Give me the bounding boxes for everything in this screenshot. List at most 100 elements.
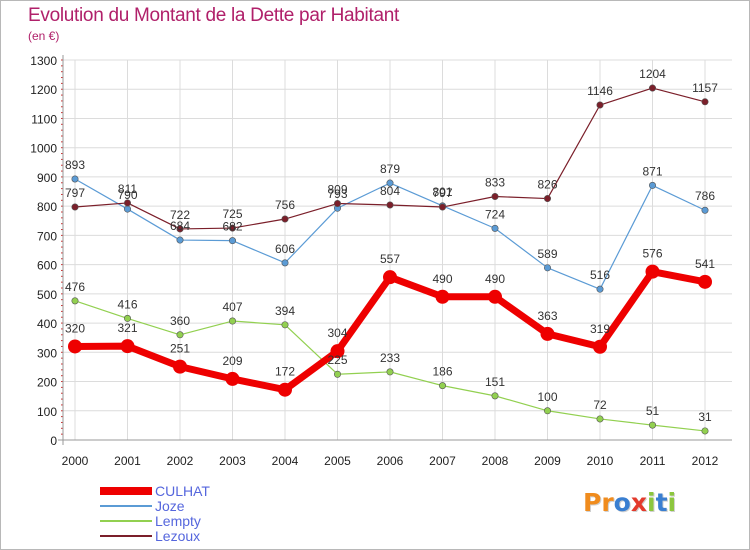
data-point-lezoux — [648, 84, 656, 92]
data-label-joze: 790 — [117, 188, 137, 202]
data-label-lempty: 72 — [593, 398, 607, 412]
data-label-culhat: 363 — [537, 309, 557, 323]
y-tick-label: 400 — [37, 317, 57, 331]
data-label-joze: 801 — [432, 185, 452, 199]
data-label-lempty: 416 — [117, 297, 137, 311]
data-point-lempty — [491, 392, 499, 400]
data-point-lezoux — [124, 199, 132, 207]
x-tick-label: 2009 — [534, 454, 561, 468]
data-label-lempty: 31 — [698, 410, 712, 424]
data-label-joze: 879 — [380, 162, 400, 176]
data-label-lempty: 394 — [275, 304, 295, 318]
data-point-joze — [229, 237, 237, 245]
y-tick-label: 1100 — [31, 112, 57, 126]
chart-title: Evolution du Montant de la Dette par Hab… — [28, 5, 399, 26]
data-point-lempty — [281, 321, 289, 329]
data-point-lempty — [596, 415, 604, 423]
legend-item-lezoux: Lezoux — [100, 528, 300, 544]
x-tick-label: 2006 — [377, 454, 404, 468]
x-tick-label: 2002 — [167, 454, 194, 468]
data-point-lempty — [333, 370, 341, 378]
logo-letter: i — [667, 488, 677, 517]
data-label-joze: 682 — [222, 220, 242, 234]
data-label-culhat: 320 — [65, 321, 85, 335]
x-tick-label: 2011 — [640, 454, 666, 468]
data-point-lezoux — [491, 193, 499, 201]
data-point-lezoux — [438, 203, 446, 211]
data-label-lempty: 151 — [485, 375, 505, 389]
logo-letter: P — [583, 488, 602, 517]
logo-letter: o — [613, 488, 631, 517]
y-tick-label: 100 — [37, 405, 57, 419]
data-point-culhat — [645, 264, 660, 279]
data-label-culhat: 490 — [432, 272, 452, 286]
data-label-lempty: 100 — [537, 390, 557, 404]
x-tick-label: 2008 — [482, 454, 509, 468]
y-tick-label: 200 — [37, 376, 57, 390]
data-point-lezoux — [386, 201, 394, 209]
data-label-culhat: 321 — [117, 321, 137, 335]
data-label-lempty: 407 — [222, 300, 242, 314]
data-label-joze: 724 — [485, 207, 505, 221]
data-label-culhat: 576 — [642, 247, 662, 261]
data-point-culhat — [698, 274, 712, 289]
data-label-lezoux: 722 — [170, 208, 190, 222]
logo-letter: x — [630, 488, 647, 517]
logo-letter: r — [601, 488, 614, 517]
legend-label: Lezoux — [155, 528, 201, 544]
x-tick-label: 2000 — [62, 454, 89, 468]
data-point-joze — [543, 264, 551, 272]
legend-item-lempty: Lempty — [100, 513, 300, 529]
data-label-lezoux: 797 — [65, 186, 85, 200]
data-label-joze: 516 — [590, 268, 610, 282]
data-label-joze: 606 — [275, 242, 295, 256]
data-point-joze — [491, 224, 499, 232]
data-point-culhat — [173, 359, 187, 374]
data-label-lempty: 476 — [65, 280, 85, 294]
data-label-culhat: 490 — [485, 272, 505, 286]
data-point-joze — [281, 259, 289, 267]
data-point-culhat — [278, 382, 292, 397]
data-label-lezoux: 809 — [327, 183, 347, 197]
x-tick-label: 2004 — [272, 454, 299, 468]
data-label-culhat: 557 — [380, 252, 400, 266]
data-point-joze — [71, 175, 79, 183]
y-tick-label: 500 — [37, 288, 57, 302]
logo-letter: i — [647, 488, 656, 517]
data-point-culhat — [593, 339, 607, 354]
y-tick-label: 600 — [37, 259, 57, 273]
data-point-lezoux — [701, 98, 709, 106]
data-label-joze: 684 — [170, 219, 190, 233]
data-point-lempty — [176, 331, 184, 339]
x-tick-label: 2001 — [114, 454, 141, 468]
legend-swatch — [100, 487, 152, 495]
y-tick-label: 0 — [50, 434, 57, 448]
data-label-lempty: 360 — [170, 314, 190, 328]
data-label-lempty: 186 — [432, 365, 452, 379]
data-point-lezoux — [596, 101, 604, 109]
data-point-joze — [648, 181, 656, 189]
data-point-lezoux — [543, 195, 551, 203]
data-point-culhat — [435, 289, 450, 304]
data-label-lempty: 233 — [380, 351, 400, 365]
y-tick-label: 900 — [37, 171, 57, 185]
legend-label: Joze — [155, 498, 185, 514]
x-tick-label: 2012 — [692, 454, 719, 468]
data-point-lempty — [71, 297, 79, 305]
data-point-joze — [596, 285, 604, 293]
data-label-culhat: 172 — [275, 365, 295, 379]
data-label-culhat: 541 — [695, 257, 715, 271]
logo-letter: t — [655, 488, 668, 517]
x-tick-label: 2010 — [587, 454, 614, 468]
legend-item-culhat: CULHAT — [100, 483, 300, 499]
data-point-joze — [701, 206, 709, 214]
data-label-lezoux: 811 — [118, 182, 137, 196]
legend-item-joze: Joze — [100, 498, 300, 514]
y-tick-label: 300 — [37, 346, 57, 360]
data-point-culhat — [383, 270, 397, 285]
y-tick-label: 1200 — [30, 83, 57, 97]
data-label-lezoux: 1157 — [692, 81, 718, 95]
proxiti-logo: Proxiti — [583, 488, 676, 517]
legend-swatch — [100, 505, 152, 507]
